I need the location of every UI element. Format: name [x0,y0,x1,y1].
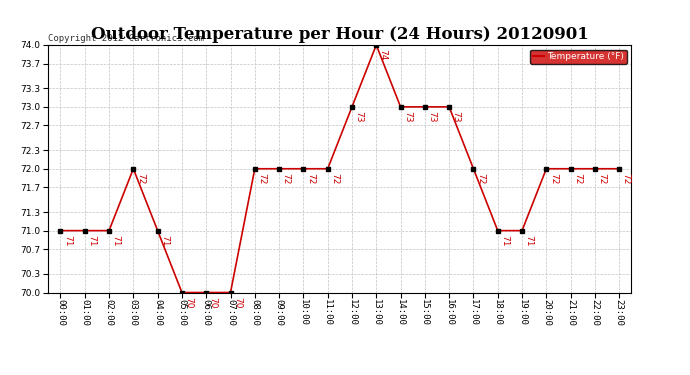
Text: 71: 71 [87,235,96,246]
Text: 72: 72 [136,173,145,184]
Text: 74: 74 [379,49,388,60]
Text: 72: 72 [306,173,315,184]
Text: 71: 71 [524,235,533,246]
Text: 71: 71 [63,235,72,246]
Text: 72: 72 [573,173,582,184]
Text: 72: 72 [257,173,266,184]
Text: Copyright 2012 Cartronics.com: Copyright 2012 Cartronics.com [48,33,204,42]
Text: 71: 71 [500,235,509,246]
Legend: Temperature (°F): Temperature (°F) [530,50,627,64]
Text: 70: 70 [233,297,242,308]
Text: 70: 70 [208,297,217,308]
Text: 72: 72 [549,173,558,184]
Text: 72: 72 [476,173,485,184]
Text: 73: 73 [355,111,364,123]
Title: Outdoor Temperature per Hour (24 Hours) 20120901: Outdoor Temperature per Hour (24 Hours) … [91,27,589,44]
Text: 72: 72 [330,173,339,184]
Text: 72: 72 [282,173,290,184]
Text: 70: 70 [184,297,193,308]
Text: 71: 71 [160,235,169,246]
Text: 73: 73 [427,111,436,123]
Text: 72: 72 [622,173,631,184]
Text: 73: 73 [451,111,461,123]
Text: 71: 71 [112,235,121,246]
Text: 72: 72 [598,173,607,184]
Text: 73: 73 [403,111,412,123]
